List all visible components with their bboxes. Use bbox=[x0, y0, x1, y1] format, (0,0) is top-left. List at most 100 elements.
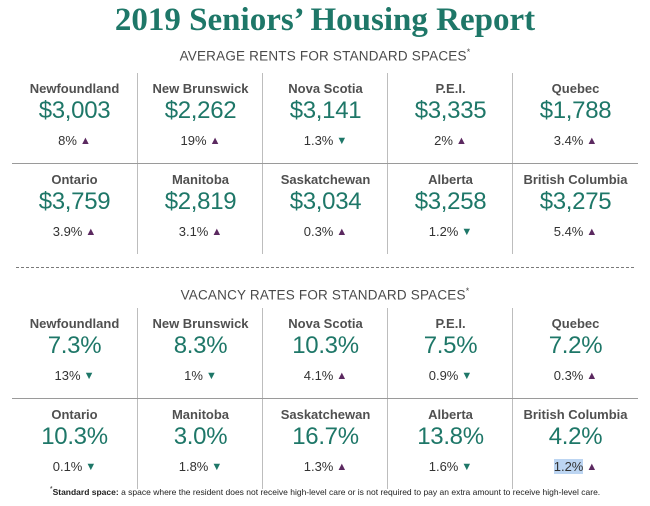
rents-province-cell: Ontario $3,759 3.9% ▲ bbox=[12, 164, 137, 254]
vacancy-province-cell: British Columbia 4.2% 1.2% ▲ bbox=[512, 399, 638, 489]
vacancy-rate-value: 16.7% bbox=[292, 423, 359, 450]
arrow-down-icon: ▼ bbox=[336, 135, 348, 147]
rents-heading-text: AVERAGE RENTS FOR STANDARD SPACES bbox=[179, 48, 467, 64]
change-indicator: 13% ▼ bbox=[12, 368, 137, 383]
footnote-text: a space where the resident does not rece… bbox=[118, 486, 601, 497]
province-name: Newfoundland bbox=[29, 81, 120, 96]
province-name: Ontario bbox=[51, 172, 98, 187]
change-value: 3.9% bbox=[52, 224, 83, 239]
change-indicator: 8% ▲ bbox=[12, 133, 137, 148]
change-indicator: 1.3% ▲ bbox=[263, 459, 388, 474]
average-rent-value: $2,819 bbox=[164, 188, 237, 215]
vacancy-province-cell: Ontario 10.3% 0.1% ▼ bbox=[12, 399, 137, 489]
average-rent-value: $3,141 bbox=[289, 97, 362, 124]
rents-province-cell: British Columbia $3,275 5.4% ▲ bbox=[512, 164, 638, 254]
average-rent-value: $2,262 bbox=[164, 97, 237, 124]
vacancy-province-cell: Alberta 13.8% 1.6% ▼ bbox=[387, 399, 513, 489]
change-indicator: 4.1% ▲ bbox=[263, 368, 388, 383]
section-divider bbox=[16, 267, 634, 268]
average-rent-value: $3,759 bbox=[38, 188, 111, 215]
arrow-up-icon: ▲ bbox=[586, 226, 598, 238]
change-value: 3.1% bbox=[178, 224, 209, 239]
vacancy-heading-text: VACANCY RATES FOR STANDARD SPACES bbox=[180, 287, 466, 303]
average-rent-value: $3,003 bbox=[38, 97, 111, 124]
rents-province-cell: Manitoba $2,819 3.1% ▲ bbox=[137, 164, 263, 254]
arrow-up-icon: ▲ bbox=[209, 135, 221, 147]
vacancy-rate-value: 10.3% bbox=[292, 332, 359, 359]
vacancy-rate-value: 7.5% bbox=[423, 332, 478, 359]
province-name: P.E.I. bbox=[435, 316, 466, 331]
arrow-up-icon: ▲ bbox=[455, 135, 467, 147]
change-indicator: 5.4% ▲ bbox=[513, 224, 638, 239]
average-rent-value: $3,335 bbox=[414, 97, 487, 124]
change-indicator: 0.1% ▼ bbox=[12, 459, 137, 474]
change-value: 1.2% bbox=[428, 224, 459, 239]
change-value: 1.8% bbox=[178, 459, 209, 474]
change-value: 19% bbox=[180, 133, 207, 148]
province-name: New Brunswick bbox=[152, 81, 249, 96]
vacancy-row: Ontario 10.3% 0.1% ▼ Manitoba 3.0% 1.8% ▼ Saskat… bbox=[12, 399, 638, 489]
arrow-up-icon: ▲ bbox=[85, 226, 97, 238]
change-indicator: 0.3% ▲ bbox=[263, 224, 388, 239]
change-value: 2% bbox=[434, 133, 453, 148]
change-indicator: 0.3% ▲ bbox=[513, 368, 638, 383]
province-name: Ontario bbox=[51, 407, 98, 422]
arrow-down-icon: ▼ bbox=[461, 370, 473, 382]
vacancy-province-cell: Newfoundland 7.3% 13% ▼ bbox=[12, 308, 137, 398]
vacancy-heading-asterisk: * bbox=[465, 286, 470, 296]
report-title: 2019 Seniors’ Housing Report bbox=[114, 2, 536, 38]
arrow-down-icon: ▼ bbox=[461, 461, 473, 473]
footnote: *Standard space: a space where the resid… bbox=[0, 486, 650, 497]
footnote-asterisk: * bbox=[49, 486, 53, 493]
change-value: 3.4% bbox=[553, 133, 584, 148]
rents-grid: Newfoundland $3,003 8% ▲ New Brunswick $2,262… bbox=[12, 73, 638, 254]
arrow-up-icon: ▲ bbox=[336, 226, 348, 238]
province-name: Manitoba bbox=[171, 407, 230, 422]
province-name: Nova Scotia bbox=[288, 316, 363, 331]
change-indicator: 2% ▲ bbox=[388, 133, 513, 148]
province-name: Newfoundland bbox=[29, 316, 120, 331]
vacancy-heading: VACANCY RATES FOR STANDARD SPACES* bbox=[0, 286, 650, 303]
rents-province-cell: P.E.I. $3,335 2% ▲ bbox=[387, 73, 513, 163]
change-value: 8% bbox=[58, 133, 77, 148]
arrow-down-icon: ▼ bbox=[205, 370, 217, 382]
arrow-up-icon: ▲ bbox=[336, 370, 348, 382]
rents-province-cell: Saskatchewan $3,034 0.3% ▲ bbox=[262, 164, 388, 254]
change-value: 0.3% bbox=[553, 368, 584, 383]
change-indicator: 1.3% ▼ bbox=[263, 133, 388, 148]
arrow-up-icon: ▲ bbox=[79, 135, 91, 147]
change-indicator: 1% ▼ bbox=[138, 368, 263, 383]
change-value: 4.1% bbox=[303, 368, 334, 383]
arrow-up-icon: ▲ bbox=[211, 226, 223, 238]
change-value: 1.3% bbox=[303, 133, 334, 148]
vacancy-row: Newfoundland 7.3% 13% ▼ New Brunswick 8.3% 1% ▼… bbox=[12, 308, 638, 399]
vacancy-rate-value: 10.3% bbox=[41, 423, 108, 450]
vacancy-province-cell: Nova Scotia 10.3% 4.1% ▲ bbox=[262, 308, 388, 398]
arrow-up-icon: ▲ bbox=[586, 135, 598, 147]
province-name: Alberta bbox=[428, 172, 473, 187]
change-value: 1.6% bbox=[428, 459, 459, 474]
rents-row: Ontario $3,759 3.9% ▲ Manitoba $2,819 3.1% ▲ Sas… bbox=[12, 164, 638, 254]
change-value: 1.3% bbox=[303, 459, 334, 474]
change-value: 0.9% bbox=[428, 368, 459, 383]
vacancy-province-cell: New Brunswick 8.3% 1% ▼ bbox=[137, 308, 263, 398]
province-name: Alberta bbox=[428, 407, 473, 422]
footnote-term: Standard space: bbox=[52, 486, 119, 497]
vacancy-province-cell: Saskatchewan 16.7% 1.3% ▲ bbox=[262, 399, 388, 489]
arrow-up-icon: ▲ bbox=[586, 370, 598, 382]
average-rent-value: $3,258 bbox=[414, 188, 487, 215]
arrow-down-icon: ▼ bbox=[211, 461, 223, 473]
change-indicator: 1.2% ▲ bbox=[513, 459, 638, 474]
change-value: 1% bbox=[184, 368, 203, 383]
rents-province-cell: Nova Scotia $3,141 1.3% ▼ bbox=[262, 73, 388, 163]
change-indicator: 3.4% ▲ bbox=[513, 133, 638, 148]
change-value: 0.3% bbox=[303, 224, 334, 239]
change-value: 1.2% bbox=[553, 459, 584, 474]
rents-heading: AVERAGE RENTS FOR STANDARD SPACES* bbox=[0, 47, 650, 64]
rents-province-cell: Alberta $3,258 1.2% ▼ bbox=[387, 164, 513, 254]
vacancy-rate-value: 8.3% bbox=[173, 332, 228, 359]
rents-row: Newfoundland $3,003 8% ▲ New Brunswick $2,262… bbox=[12, 73, 638, 164]
change-value: 0.1% bbox=[52, 459, 83, 474]
province-name: Manitoba bbox=[171, 172, 230, 187]
province-name: British Columbia bbox=[523, 172, 628, 187]
